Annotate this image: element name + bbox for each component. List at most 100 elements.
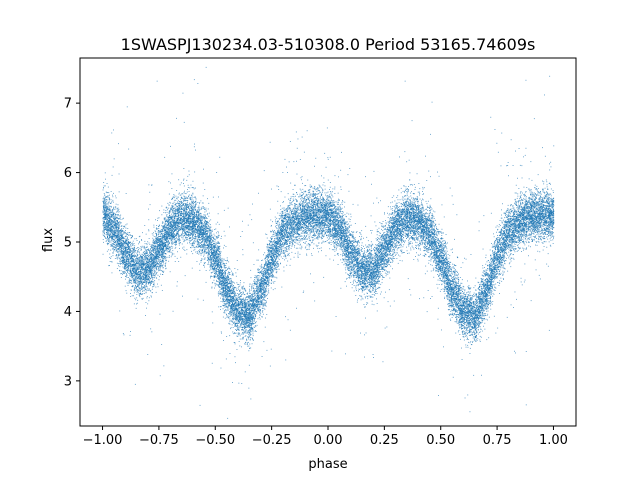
data-point	[288, 248, 289, 249]
data-point	[146, 243, 147, 244]
data-point	[462, 320, 463, 321]
data-point	[238, 295, 239, 296]
data-point	[404, 151, 405, 152]
data-point	[480, 284, 481, 285]
data-point	[313, 237, 314, 238]
data-point	[103, 182, 104, 183]
data-point	[342, 211, 343, 212]
data-point	[493, 267, 494, 268]
data-point	[261, 316, 262, 317]
data-point	[146, 302, 147, 303]
data-point	[362, 289, 363, 290]
data-point	[509, 263, 510, 264]
data-point	[477, 338, 478, 339]
data-point	[526, 187, 527, 188]
data-point	[538, 219, 539, 220]
data-point	[229, 227, 230, 228]
data-point	[241, 292, 242, 293]
data-point	[270, 366, 271, 367]
data-point	[343, 264, 344, 265]
data-point	[308, 229, 309, 230]
data-point	[313, 201, 314, 202]
data-point	[401, 188, 402, 189]
data-point	[249, 331, 250, 332]
data-point	[333, 249, 334, 250]
data-point	[271, 189, 272, 190]
data-point	[378, 276, 379, 277]
data-point	[220, 257, 221, 258]
data-point	[413, 197, 414, 198]
data-point	[119, 258, 120, 259]
data-point	[113, 167, 114, 168]
data-point	[467, 330, 468, 331]
data-point	[326, 192, 327, 193]
data-point	[502, 254, 503, 255]
data-point	[209, 224, 210, 225]
data-point	[316, 194, 317, 195]
data-point	[273, 271, 274, 272]
data-point	[243, 298, 244, 299]
data-point	[290, 231, 291, 232]
data-point	[314, 238, 315, 239]
data-point	[532, 212, 533, 213]
data-point	[242, 221, 243, 222]
data-point	[271, 236, 272, 237]
data-point	[227, 260, 228, 261]
data-point	[438, 308, 439, 309]
data-point	[451, 268, 452, 269]
data-point	[351, 265, 352, 266]
data-point	[391, 218, 392, 219]
data-point	[383, 234, 384, 235]
data-point	[451, 314, 452, 315]
data-point	[219, 281, 220, 282]
data-point	[149, 192, 150, 193]
data-point	[517, 206, 518, 207]
data-point	[407, 236, 408, 237]
data-point	[250, 214, 251, 215]
data-point	[473, 287, 474, 288]
data-point	[243, 338, 244, 339]
data-point	[437, 288, 438, 289]
data-point	[201, 219, 202, 220]
data-point	[428, 250, 429, 251]
data-point	[183, 249, 184, 250]
data-point	[475, 301, 476, 302]
data-point	[194, 208, 195, 209]
data-point	[119, 191, 120, 192]
data-point	[394, 212, 395, 213]
data-point	[171, 241, 172, 242]
data-point	[449, 303, 450, 304]
data-point	[351, 257, 352, 258]
data-point	[415, 256, 416, 257]
data-point	[409, 242, 410, 243]
data-point	[373, 203, 374, 204]
data-point	[412, 210, 413, 211]
data-point	[255, 322, 256, 323]
data-point	[446, 252, 447, 253]
data-point	[352, 272, 353, 273]
data-point	[203, 208, 204, 209]
data-point	[182, 193, 183, 194]
data-point	[169, 255, 170, 256]
data-point	[167, 212, 168, 213]
data-point	[201, 237, 202, 238]
data-point	[266, 314, 267, 315]
data-point	[484, 273, 485, 274]
data-point	[479, 230, 480, 231]
data-point	[207, 242, 208, 243]
data-point	[546, 198, 547, 199]
data-point	[230, 314, 231, 315]
data-point	[395, 218, 396, 219]
data-point	[334, 245, 335, 246]
data-point	[172, 248, 173, 249]
data-point	[409, 160, 410, 161]
data-point	[467, 308, 468, 309]
data-point	[432, 213, 433, 214]
data-point	[330, 197, 331, 198]
data-point	[447, 268, 448, 269]
data-point	[503, 279, 504, 280]
data-point	[544, 225, 545, 226]
data-point	[280, 205, 281, 206]
data-point	[147, 354, 148, 355]
data-point	[112, 196, 113, 197]
